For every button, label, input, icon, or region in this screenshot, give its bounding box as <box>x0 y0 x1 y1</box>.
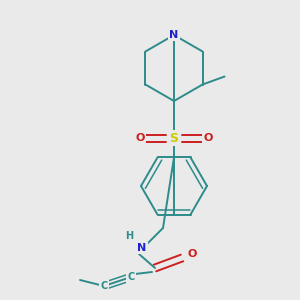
Text: N: N <box>169 30 178 40</box>
Text: O: O <box>187 249 197 259</box>
Text: S: S <box>169 131 178 145</box>
Text: N: N <box>137 243 147 253</box>
Text: O: O <box>135 133 145 143</box>
Text: C: C <box>100 281 108 291</box>
Text: H: H <box>125 231 133 241</box>
Text: C: C <box>128 272 135 282</box>
Text: O: O <box>203 133 213 143</box>
